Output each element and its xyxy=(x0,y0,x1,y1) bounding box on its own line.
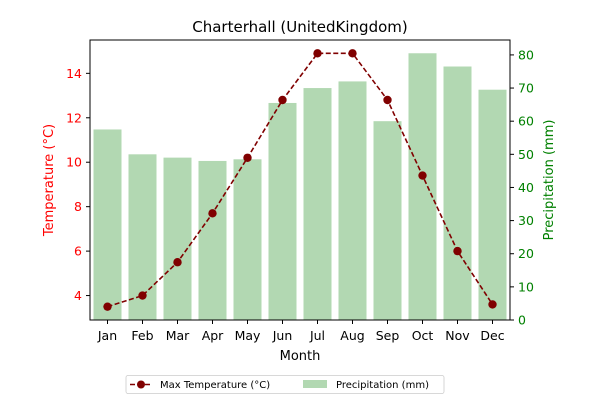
precipitation-bar-jun xyxy=(268,102,297,320)
y-right-tick-label: 80 xyxy=(518,47,534,62)
x-tick-label: Feb xyxy=(131,328,153,343)
temperature-point-mar xyxy=(173,258,182,267)
y-left-tick-label: 8 xyxy=(74,199,82,214)
precipitation-bar-nov xyxy=(443,66,472,320)
legend-frame xyxy=(125,375,445,394)
temperature-point-feb xyxy=(138,291,147,300)
chart-title: Charterhall (UnitedKingdom) xyxy=(192,18,408,36)
x-tick-label: Nov xyxy=(445,328,470,343)
y-left-tick-label: 12 xyxy=(66,110,82,125)
x-tick-label: Apr xyxy=(202,328,224,343)
temperature-line xyxy=(107,52,494,308)
precipitation-bar-oct xyxy=(408,53,437,321)
temperature-point-aug xyxy=(348,49,357,58)
y-left-tick-label: 6 xyxy=(74,244,82,259)
precipitation-bar-dec xyxy=(478,89,507,321)
y-axis-left-label: Temperature (°C) xyxy=(42,124,57,237)
x-tick-label: Jul xyxy=(309,328,325,343)
y-right-tick-label: 20 xyxy=(518,246,534,261)
x-tick-label: Aug xyxy=(340,328,364,343)
x-axis-label: Month xyxy=(280,349,321,364)
y-right-tick-label: 50 xyxy=(518,147,534,162)
precipitation-bars xyxy=(93,53,507,321)
temperature-point-jan xyxy=(103,302,112,311)
precipitation-bar-mar xyxy=(163,157,192,320)
x-tick-label: Dec xyxy=(480,328,504,343)
x-tick-label: May xyxy=(235,328,261,343)
temperature-point-jun xyxy=(278,95,287,105)
temperature-point-dec xyxy=(488,300,497,309)
precipitation-bar-may xyxy=(233,159,262,320)
legend-precipitation-label: Precipitation (mm) xyxy=(336,380,429,391)
precipitation-bar-jul xyxy=(303,88,332,321)
y-right-tick-label: 70 xyxy=(518,81,534,96)
y-right-tick-label: 10 xyxy=(518,279,534,294)
plot-frame xyxy=(89,39,511,321)
temperature-point-apr xyxy=(208,209,217,218)
y-left-tick-label: 4 xyxy=(74,288,82,303)
x-tick-label: Jun xyxy=(272,328,293,343)
temperature-point-jul xyxy=(313,49,322,58)
temperature-point-sep xyxy=(383,95,392,105)
temperature-point-may xyxy=(243,153,252,162)
legend-bar-swatch xyxy=(303,380,327,388)
y-right-tick-label: 60 xyxy=(518,114,534,129)
x-tick-label: Oct xyxy=(412,328,434,343)
temperature-point-nov xyxy=(453,246,462,256)
precipitation-bar-aug xyxy=(338,81,367,320)
legend-marker-swatch xyxy=(137,380,145,389)
y-left-tick-label: 10 xyxy=(66,155,82,170)
precipitation-bar-jan xyxy=(93,129,122,320)
y-axis-right-label: Precipitation (mm) xyxy=(542,120,557,241)
y-right-tick-label: 0 xyxy=(518,313,526,328)
x-tick-label: Mar xyxy=(166,328,190,343)
legend-temperature-label: Max Temperature (°C) xyxy=(160,380,270,391)
temperature-point-oct xyxy=(418,171,427,180)
legend: Max Temperature (°C) Precipitation (mm) xyxy=(125,375,445,394)
y-left-tick-label: 14 xyxy=(66,66,82,81)
y-right-tick-label: 40 xyxy=(518,180,534,195)
precipitation-bar-apr xyxy=(198,160,227,320)
x-tick-label: Sep xyxy=(376,328,400,343)
precipitation-bar-sep xyxy=(373,121,402,320)
x-tick-label: Jan xyxy=(97,328,117,343)
temperature-line-series xyxy=(103,49,497,311)
y-right-tick-label: 30 xyxy=(518,213,534,228)
axes: Jan Feb Mar Apr May Jun Jul Aug Sep Oct Nov Dec 4 6 8 1… xyxy=(66,39,534,343)
